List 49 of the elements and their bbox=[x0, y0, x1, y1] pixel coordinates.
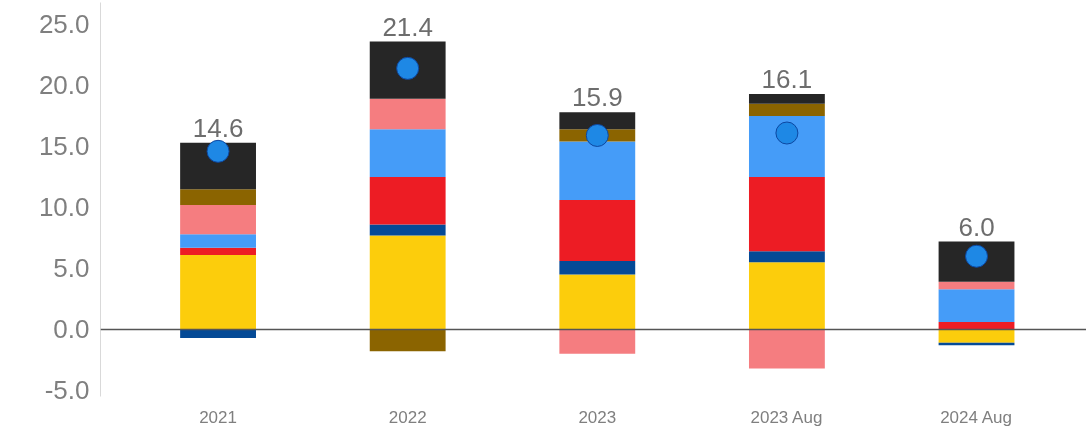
bar bbox=[180, 189, 256, 205]
bar bbox=[748, 262, 825, 330]
data-label: 21.4 bbox=[382, 11, 433, 42]
bar bbox=[369, 176, 446, 225]
data-label: 14.6 bbox=[192, 112, 244, 143]
y-tick-label: 25.0 bbox=[38, 9, 90, 40]
bar bbox=[938, 281, 1015, 290]
bar bbox=[559, 112, 636, 130]
bar bbox=[369, 41, 446, 99]
y-tick-label: -5.0 bbox=[44, 375, 90, 406]
y-tick-label: 5.0 bbox=[53, 253, 90, 284]
bar bbox=[559, 261, 636, 275]
bar bbox=[559, 329, 636, 354]
bar bbox=[938, 322, 1015, 330]
bar bbox=[559, 274, 636, 330]
bar bbox=[748, 103, 825, 116]
bar bbox=[748, 176, 825, 252]
data-label: 6.0 bbox=[958, 211, 995, 242]
bar bbox=[559, 141, 636, 201]
x-tick-label: 2024 Aug bbox=[940, 407, 1012, 427]
bar bbox=[180, 234, 256, 248]
bar bbox=[369, 235, 446, 330]
bar bbox=[938, 289, 1015, 323]
bar bbox=[559, 200, 636, 262]
point bbox=[206, 139, 230, 163]
data-label: 15.9 bbox=[571, 82, 623, 113]
bar bbox=[180, 204, 256, 235]
bar bbox=[748, 251, 825, 263]
x-tick-label: 2022 bbox=[388, 407, 427, 427]
bar bbox=[369, 129, 446, 177]
bar bbox=[369, 98, 446, 130]
y-tick-label: 15.0 bbox=[38, 131, 90, 162]
bar bbox=[369, 329, 446, 352]
y-tick-label: 10.0 bbox=[38, 192, 90, 223]
point bbox=[585, 123, 609, 147]
x-tick-label: 2023 Aug bbox=[750, 407, 823, 427]
point bbox=[775, 121, 799, 145]
bar bbox=[938, 329, 1015, 343]
bar bbox=[369, 224, 446, 236]
x-tick-label: 2023 bbox=[578, 407, 617, 427]
bar bbox=[180, 255, 256, 330]
bar bbox=[748, 329, 825, 369]
bar bbox=[180, 247, 256, 255]
bar bbox=[748, 115, 825, 177]
y-tick-label: 20.0 bbox=[38, 70, 90, 101]
bar bbox=[748, 93, 825, 104]
y-tick-label: 0.0 bbox=[53, 314, 90, 345]
data-label: 16.1 bbox=[761, 63, 813, 94]
x-tick-label: 2021 bbox=[199, 407, 237, 427]
